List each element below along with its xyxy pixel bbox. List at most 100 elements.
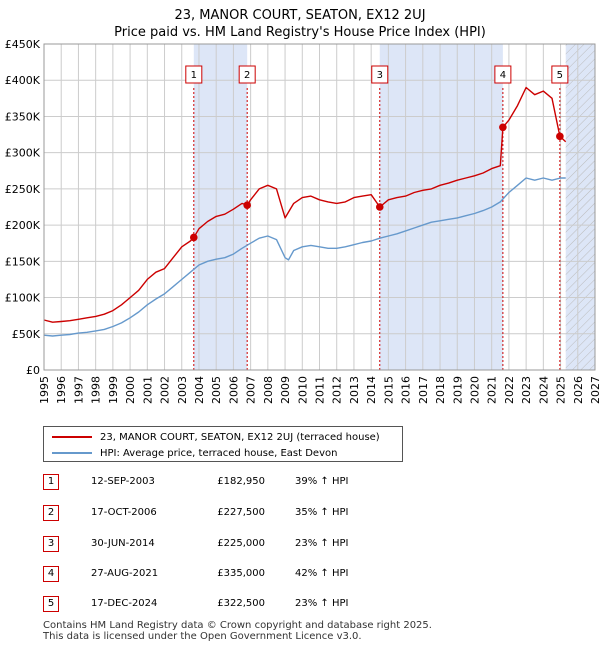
x-tick-label: 2019 [451, 376, 464, 404]
y-tick-label: £100K [5, 292, 41, 305]
sale-price: £182,950 [217, 476, 265, 487]
x-tick-label: 2011 [314, 376, 327, 404]
x-tick-label: 1995 [38, 376, 51, 404]
y-tick-label: £250K [5, 183, 41, 196]
price-chart: 1 2 3 4 5 £0 £50K £100K £150K £200K £250K £300K £35… [5, 38, 600, 404]
sale-hpi-change: 23% ↑ HPI [295, 598, 349, 609]
hpi-line [43, 177, 566, 337]
x-tick-label: 2027 [589, 376, 600, 404]
projection-hatch [565, 44, 595, 370]
x-tick-label: 2005 [210, 376, 223, 404]
sale-row-1: 1 12-SEP-2003 £182,950 39% ↑ HPI [43, 474, 403, 492]
sale-marker-box [494, 65, 512, 84]
sale-date: 17-DEC-2024 [91, 598, 158, 609]
x-tick-label: 2004 [193, 376, 206, 404]
sale-date: 27-AUG-2021 [91, 568, 159, 579]
sale-number-badge: 5 [43, 596, 59, 612]
chart-title-line1: 23, MANOR COURT, SEATON, EX12 2UJ [174, 8, 426, 23]
sale-marker-box [238, 65, 256, 84]
x-tick-label: 2023 [520, 376, 533, 404]
x-tick-label: 2025 [555, 376, 568, 404]
sale-marker-box [371, 65, 389, 84]
shaded-period-1 [193, 44, 248, 370]
chart-title-line2: Price paid vs. HM Land Registry's House … [114, 25, 486, 40]
y-tick-label: £350K [5, 110, 41, 123]
sale-date: 17-OCT-2006 [91, 507, 157, 518]
sale-row-2: 2 17-OCT-2006 £227,500 35% ↑ HPI [43, 505, 403, 523]
sale-hpi-change: 35% ↑ HPI [295, 507, 349, 518]
sale-point [243, 201, 251, 209]
sale-price: £335,000 [217, 568, 265, 579]
x-tick-label: 2017 [417, 376, 430, 404]
sale-number-badge: 2 [43, 505, 59, 521]
sale-price: £322,500 [217, 598, 265, 609]
y-tick-label: £200K [5, 219, 41, 232]
sale-point [375, 203, 384, 211]
x-tick-label: 2022 [503, 376, 516, 404]
sale-marker-box [185, 65, 203, 84]
sale-marker-box [551, 65, 569, 84]
x-tick-label: 2002 [159, 376, 172, 404]
x-tick-label: 2003 [176, 376, 189, 404]
y-tick-label: £0 [26, 364, 40, 377]
sale-point [190, 233, 198, 242]
shaded-period-2 [379, 44, 503, 370]
y-tick-label: £450K [5, 38, 41, 51]
x-tick-label: 2006 [227, 376, 240, 404]
y-tick-label: £300K [5, 147, 41, 160]
sale-hpi-change: 39% ↑ HPI [295, 476, 349, 487]
legend-item-hpi: HPI: Average price, terraced house, East… [52, 445, 337, 461]
sale-marker-label: 1 [191, 70, 197, 81]
x-tick-label: 2014 [365, 376, 378, 404]
x-tick-label: 2024 [537, 376, 550, 404]
sale-hpi-change: 23% ↑ HPI [295, 538, 349, 549]
x-tick-label: 2007 [245, 376, 258, 404]
footer: Contains HM Land Registry data © Crown c… [43, 620, 432, 642]
footer-licence: This data is licensed under the Open Gov… [43, 631, 362, 642]
sale-point [499, 123, 507, 132]
sale-number-badge: 4 [43, 566, 59, 582]
x-tick-label: 2013 [348, 376, 361, 404]
sale-price: £227,500 [217, 507, 265, 518]
x-tick-label: 2020 [468, 376, 481, 404]
property-price-line [43, 86, 567, 323]
sale-row-4: 4 27-AUG-2021 £335,000 42% ↑ HPI [43, 566, 403, 584]
sale-point [556, 132, 564, 141]
x-tick-label: 2026 [572, 376, 585, 404]
sale-row-5: 5 17-DEC-2024 £322,500 23% ↑ HPI [43, 596, 403, 614]
x-tick-label: 2009 [279, 376, 292, 404]
sale-marker-label: 4 [500, 70, 506, 81]
sale-marker-label: 2 [244, 70, 250, 81]
sale-number-badge: 1 [43, 474, 59, 490]
sale-marker-label: 5 [557, 70, 563, 81]
y-tick-label: £50K [12, 328, 41, 341]
x-tick-label: 2018 [434, 376, 447, 404]
x-tick-label: 1998 [90, 376, 103, 404]
plot-frame [43, 43, 596, 371]
sale-date: 30-JUN-2014 [91, 538, 155, 549]
x-tick-label: 2010 [296, 376, 309, 404]
legend-label-hpi: HPI: Average price, terraced house, East… [100, 447, 338, 459]
x-tick-label: 2016 [400, 376, 413, 404]
legend: 23, MANOR COURT, SEATON, EX12 2UJ (terra… [43, 426, 403, 462]
sale-row-3: 3 30-JUN-2014 £225,000 23% ↑ HPI [43, 536, 403, 554]
legend-label-property: 23, MANOR COURT, SEATON, EX12 2UJ (terra… [100, 431, 380, 443]
sale-marker-label: 3 [377, 70, 383, 81]
x-tick-label: 2000 [124, 376, 137, 404]
sale-number-badge: 3 [43, 536, 59, 552]
sale-price: £225,000 [217, 538, 265, 549]
x-tick-label: 2021 [486, 376, 499, 404]
x-tick-label: 2012 [331, 376, 344, 404]
x-tick-label: 2001 [141, 376, 154, 404]
legend-swatch-hpi [52, 452, 92, 454]
x-tick-label: 1997 [72, 376, 85, 404]
legend-swatch-property [52, 436, 92, 438]
x-tick-label: 2008 [262, 376, 275, 404]
x-tick-label: 2015 [382, 376, 395, 404]
footer-copyright: Contains HM Land Registry data © Crown c… [43, 620, 432, 631]
y-tick-label: £400K [5, 74, 41, 87]
legend-item-property: 23, MANOR COURT, SEATON, EX12 2UJ (terra… [52, 429, 380, 445]
x-tick-label: 1996 [55, 376, 68, 404]
y-tick-label: £150K [5, 255, 41, 268]
sale-hpi-change: 42% ↑ HPI [295, 568, 349, 579]
